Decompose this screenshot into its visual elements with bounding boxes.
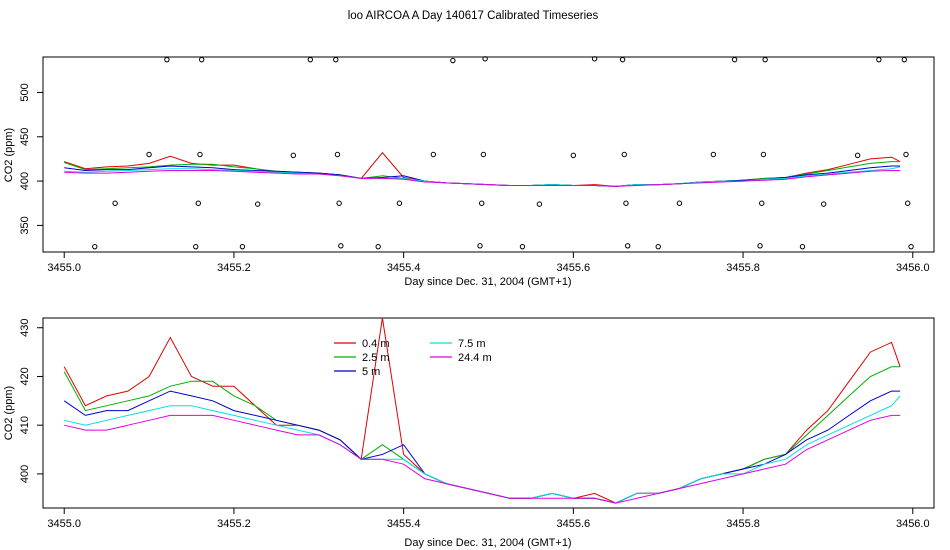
raw-point xyxy=(903,151,909,158)
raw-point xyxy=(290,152,297,159)
bottom-y-tick-label: 410 xyxy=(19,416,31,434)
chart-title: loo AIRCOA A Day 140617 Calibrated Times… xyxy=(348,10,599,22)
raw-point xyxy=(655,243,661,250)
raw-point xyxy=(450,57,456,64)
raw-point xyxy=(430,151,437,158)
raw-point xyxy=(757,243,763,249)
top-y-axis-label: CO2 (ppm) xyxy=(3,128,15,182)
raw-point xyxy=(197,151,203,158)
raw-point xyxy=(396,200,403,206)
top-x-axis-label: Day since Dec. 31, 2004 (GMT+1) xyxy=(404,276,571,288)
top-y-tick-label: 400 xyxy=(19,172,31,190)
raw-point xyxy=(307,56,313,63)
top-x-tick-label: 3455.2 xyxy=(217,262,251,274)
bottom-x-axis-label: Day since Dec. 31, 2004 (GMT+1) xyxy=(404,537,571,549)
raw-point xyxy=(901,56,907,63)
raw-point xyxy=(375,243,381,250)
raw-point xyxy=(164,56,170,63)
top-y-tick-label: 500 xyxy=(19,83,31,101)
top-plot-frame xyxy=(42,56,935,253)
bottom-x-axis: 3455.0 3455.2 3455.4 3455.6 3455.8 3456.0 xyxy=(47,507,930,530)
raw-point xyxy=(570,152,577,159)
top-x-tick-label: 3455.0 xyxy=(47,262,81,274)
bottom-x-tick-label: 3455.6 xyxy=(557,518,591,530)
raw-point xyxy=(198,56,205,63)
series-line-7-5-m xyxy=(64,395,901,504)
bottom-y-axis-label: CO2 (ppm) xyxy=(3,386,15,440)
bottom-panel: 3455.0 3455.2 3455.4 3455.6 3455.8 3456.0 400… xyxy=(3,317,935,549)
series-line-2-5-m xyxy=(63,366,901,504)
legend-label: 2.5 m xyxy=(362,352,390,364)
raw-point xyxy=(519,243,526,250)
bottom-x-tick-label: 3455.4 xyxy=(387,518,421,530)
series-line-5-m xyxy=(63,390,901,504)
raw-point xyxy=(762,56,768,63)
raw-point xyxy=(480,151,487,158)
bottom-x-tick-label: 3456.0 xyxy=(896,518,930,530)
raw-point xyxy=(591,56,598,62)
bottom-x-tick-label: 3455.8 xyxy=(726,518,760,530)
top-panel: 3455.0 3455.2 3455.4 3455.6 3455.8 3456.0 350… xyxy=(3,56,935,288)
series-line-0-4-m xyxy=(64,151,901,187)
legend-label: 0.4 m xyxy=(362,338,390,350)
raw-point xyxy=(112,200,118,206)
raw-point xyxy=(621,151,627,158)
legend-label: 5 m xyxy=(362,366,380,378)
raw-point xyxy=(333,56,339,63)
raw-point xyxy=(482,56,488,62)
raw-point xyxy=(338,243,344,249)
raw-point xyxy=(904,200,911,206)
raw-point xyxy=(760,151,767,158)
raw-point xyxy=(820,201,827,207)
top-x-tick-label: 3455.6 xyxy=(557,262,591,274)
bottom-series-lines xyxy=(63,317,901,504)
top-raw-points xyxy=(92,56,914,250)
raw-point xyxy=(195,200,201,206)
raw-point xyxy=(710,151,717,158)
raw-point xyxy=(336,200,342,206)
series-line-24-4-m xyxy=(64,414,901,504)
bottom-x-tick-label: 3455.0 xyxy=(47,518,81,530)
bottom-plot-frame xyxy=(42,317,935,509)
series-line-2-5-m xyxy=(64,161,901,187)
raw-point xyxy=(624,243,631,249)
top-x-tick-label: 3455.4 xyxy=(387,262,421,274)
bottom-legend: 0.4 m 2.5 m 5 m 7.5 m 24.4 m xyxy=(334,338,492,378)
raw-point xyxy=(676,200,683,206)
raw-point xyxy=(334,151,341,158)
top-series-lines xyxy=(64,151,901,187)
bottom-y-axis: 400 410 420 430 xyxy=(19,319,44,483)
legend-label: 7.5 m xyxy=(458,338,486,350)
raw-point xyxy=(536,201,543,207)
bottom-y-tick-label: 420 xyxy=(19,367,31,385)
raw-point xyxy=(759,200,765,206)
top-x-tick-label: 3456.0 xyxy=(896,262,930,274)
legend-label: 24.4 m xyxy=(458,352,492,364)
raw-point xyxy=(799,243,806,250)
top-x-axis: 3455.0 3455.2 3455.4 3455.6 3455.8 3456.0 xyxy=(47,251,930,274)
raw-point xyxy=(731,56,738,63)
bottom-y-tick-label: 430 xyxy=(19,319,31,337)
top-y-tick-label: 450 xyxy=(19,128,31,146)
raw-point xyxy=(854,152,861,159)
series-line-7-5-m xyxy=(64,166,901,187)
raw-point xyxy=(254,201,261,207)
raw-point xyxy=(623,200,629,206)
raw-point xyxy=(193,243,199,250)
raw-point xyxy=(479,200,485,206)
raw-point xyxy=(477,243,483,249)
top-y-tick-label: 350 xyxy=(19,216,31,234)
bottom-y-tick-label: 400 xyxy=(19,465,31,483)
series-line-24-4-m xyxy=(64,170,901,187)
raw-point xyxy=(92,243,98,250)
raw-point xyxy=(146,151,152,158)
raw-point xyxy=(619,56,626,63)
bottom-x-tick-label: 3455.2 xyxy=(217,518,251,530)
top-y-axis: 350 400 450 500 xyxy=(19,83,44,235)
raw-point xyxy=(876,56,882,63)
raw-point xyxy=(239,243,246,250)
top-x-tick-label: 3455.8 xyxy=(726,262,760,274)
raw-point xyxy=(908,243,914,250)
